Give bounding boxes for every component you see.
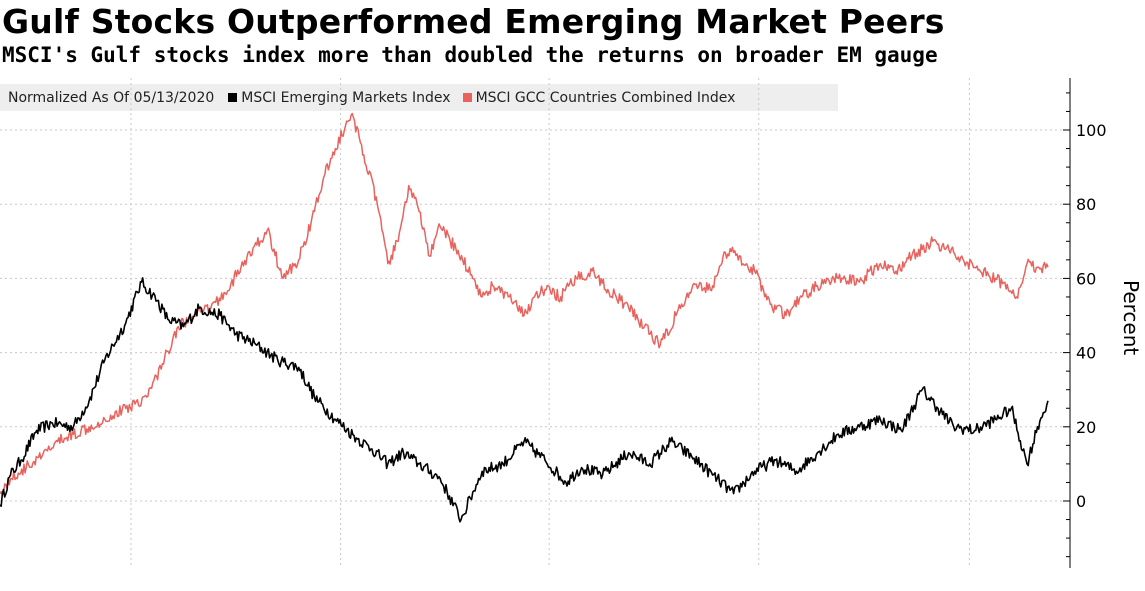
legend-label-gcc: MSCI GCC Countries Combined Index <box>475 89 736 106</box>
legend-swatch-gcc <box>462 93 472 102</box>
legend-swatch-em <box>228 93 238 102</box>
y-tick-label-40: 40 <box>1076 344 1096 363</box>
chart-subtitle: MSCI's Gulf stocks index more than doubl… <box>2 43 938 67</box>
legend-entry-gcc: MSCI GCC Countries Combined Index <box>462 89 748 106</box>
series-line-em <box>0 277 1049 523</box>
gridlines <box>0 78 1070 568</box>
y-tick-label-100: 100 <box>1076 121 1107 140</box>
y-tick-label-80: 80 <box>1076 195 1096 214</box>
y-axis-label: Percent <box>1119 280 1143 355</box>
legend: Normalized As Of 05/13/2020 MSCI Emergin… <box>0 84 838 111</box>
y-axis: 0 20 40 60 80 100 <box>1063 78 1107 568</box>
series-lines <box>0 112 1049 523</box>
legend-label-em: MSCI Emerging Markets Index <box>241 89 451 106</box>
y-tick-label-0: 0 <box>1076 492 1086 511</box>
y-tick-label-20: 20 <box>1076 418 1096 437</box>
series-line-gcc <box>0 112 1049 496</box>
y-tick-label-60: 60 <box>1076 269 1096 288</box>
legend-entry-em: MSCI Emerging Markets Index <box>228 90 462 106</box>
normalization-note: Normalized As Of 05/13/2020 <box>8 89 215 106</box>
chart-title: Gulf Stocks Outperformed Emerging Market… <box>2 2 945 41</box>
